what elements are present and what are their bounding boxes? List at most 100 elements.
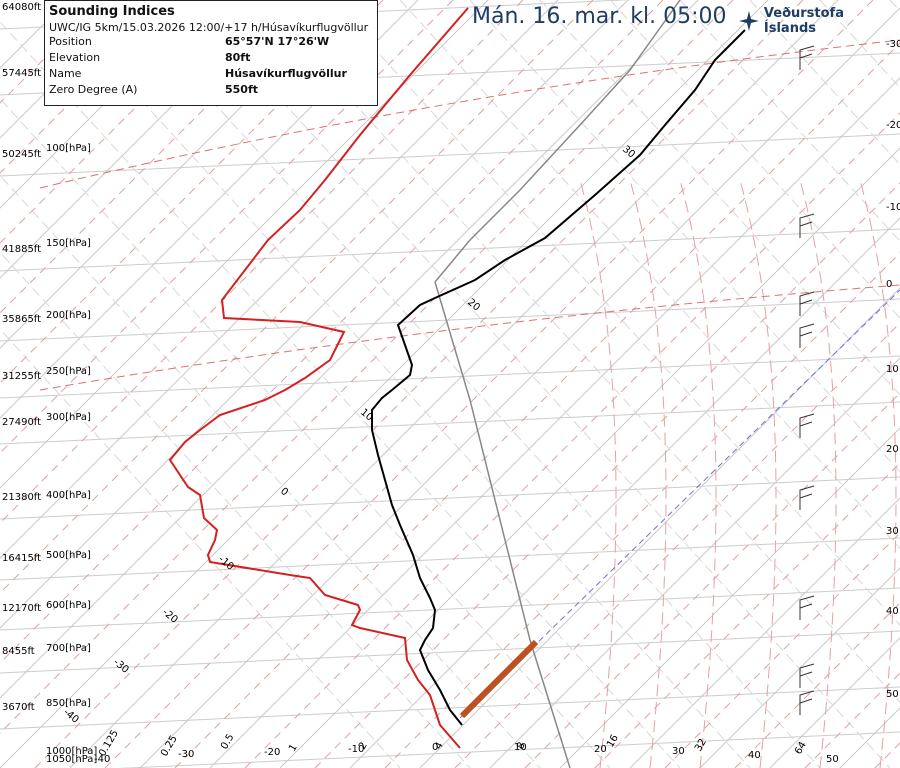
info-value: Húsavíkurflugvöllur bbox=[225, 67, 347, 80]
parcel-line bbox=[434, 0, 681, 768]
parcel-bar bbox=[459, 639, 539, 719]
moist-adiabat bbox=[609, 0, 900, 319]
right-tick: -10 bbox=[886, 202, 900, 213]
pressure-label: 250[hPa] bbox=[46, 366, 91, 377]
pressure-label: 200[hPa] bbox=[46, 310, 91, 321]
bottom-tick: -10 bbox=[348, 744, 364, 755]
pressure-label: 400[hPa] bbox=[46, 490, 91, 501]
mixing-ratio-label: 32 bbox=[693, 737, 709, 754]
right-tick: 20 bbox=[886, 444, 899, 455]
isobar-line bbox=[0, 630, 900, 674]
mixing-ratio-label: 0.25 bbox=[159, 734, 180, 759]
dry-adiabat bbox=[0, 0, 419, 419]
info-row: Name Húsavíkurflugvöllur bbox=[49, 66, 373, 82]
mixing-ratio-line bbox=[629, 179, 667, 768]
isotherm bbox=[34, 0, 804, 768]
bottom-tick: 30 bbox=[672, 746, 685, 757]
dry-adiabat bbox=[349, 217, 900, 768]
dewpoint-profile-line bbox=[371, 29, 746, 726]
isotherm bbox=[104, 0, 874, 768]
altitude-label: 64080ft bbox=[2, 2, 41, 13]
info-row: Elevation 80ft bbox=[49, 50, 373, 66]
dry-adiabat bbox=[629, 497, 900, 768]
isotherm bbox=[0, 0, 664, 664]
dry-adiabat bbox=[0, 0, 769, 768]
wind-barb bbox=[799, 595, 815, 620]
moist-adiabat bbox=[469, 0, 900, 473]
wind-barb bbox=[799, 690, 815, 715]
dry-adiabat bbox=[0, 0, 209, 209]
mixing-ratio-label: 8 bbox=[515, 740, 528, 751]
isobar-line bbox=[0, 298, 900, 342]
moist-adiabat bbox=[399, 0, 900, 550]
isotherm bbox=[384, 252, 900, 768]
info-title: Sounding Indices bbox=[49, 4, 175, 19]
dry-adiabat bbox=[489, 357, 900, 768]
moist-adiabat bbox=[539, 0, 900, 396]
moist-adiabat bbox=[0, 98, 611, 768]
altitude-label: 27490ft bbox=[2, 417, 41, 428]
info-key: Elevation bbox=[49, 51, 101, 64]
info-value: 80ft bbox=[225, 51, 251, 64]
altitude-label: 57445ft bbox=[2, 68, 41, 79]
temperature-profile-line bbox=[168, 7, 469, 749]
altitude-label: 41885ft bbox=[2, 244, 41, 255]
star-icon bbox=[738, 11, 759, 31]
brand-logo: Veðurstofa Íslands bbox=[738, 6, 900, 36]
isotherm bbox=[874, 742, 900, 768]
pressure-label: 100[hPa] bbox=[46, 143, 91, 154]
mixing-ratio-line bbox=[799, 179, 837, 768]
right-tick: 0 bbox=[886, 279, 892, 290]
forecast-datetime: Mán. 16. mar. kl. 05:00 bbox=[472, 4, 727, 29]
isotherm bbox=[734, 602, 900, 768]
bottom-tick: 40 bbox=[748, 750, 761, 761]
isobar-line bbox=[0, 228, 900, 272]
isobar-line bbox=[0, 686, 900, 730]
pressure-label: 1000[hPa] bbox=[46, 746, 97, 757]
altitude-label: 31255ft bbox=[2, 371, 41, 382]
altitude-label: 8455ft bbox=[2, 646, 35, 657]
mixing-ratio-line bbox=[579, 179, 617, 768]
pressure-label: 300[hPa] bbox=[46, 412, 91, 423]
dry-adiabat bbox=[0, 0, 699, 699]
altitude-label: 3670ft bbox=[2, 702, 35, 713]
dry-adiabat bbox=[0, 0, 629, 629]
mixing-ratio-label: 4 bbox=[433, 740, 446, 751]
isobar-line bbox=[0, 537, 900, 581]
isobar-line bbox=[0, 401, 900, 445]
bottom-tick: 20 bbox=[594, 744, 607, 755]
isobar-line bbox=[0, 355, 900, 399]
wind-barb bbox=[799, 323, 815, 348]
info-key: Zero Degree (A) bbox=[49, 83, 138, 96]
altitude-label: 21380ft bbox=[2, 492, 41, 503]
wind-barb bbox=[799, 413, 815, 438]
altitude-label: 16415ft bbox=[2, 553, 41, 564]
right-tick: -20 bbox=[886, 120, 900, 131]
isotherm-label: -30 bbox=[111, 657, 131, 676]
pressure-label: 150[hPa] bbox=[46, 238, 91, 249]
info-value: 550ft bbox=[225, 83, 259, 96]
isotherm-label: -20 bbox=[160, 607, 180, 626]
info-key: Position bbox=[49, 35, 92, 48]
moist-adiabat bbox=[329, 0, 900, 627]
right-tick: 50 bbox=[886, 689, 899, 700]
bottom-tick: 50 bbox=[826, 754, 839, 765]
dry-adiabat bbox=[699, 567, 900, 768]
info-key: Name bbox=[49, 67, 82, 80]
mixing-ratio-line bbox=[679, 179, 717, 768]
isotherm-label: -40 bbox=[61, 707, 81, 726]
moist-adiabat bbox=[0, 251, 471, 768]
isotherm bbox=[594, 462, 900, 768]
mixing-ratio-line bbox=[739, 179, 777, 768]
isotherm-label: 0 bbox=[278, 486, 290, 499]
moist-adiabat bbox=[679, 0, 900, 243]
bottom-tick: -40 bbox=[94, 754, 110, 765]
bottom-tick: 10 bbox=[514, 742, 527, 753]
bottom-tick: -30 bbox=[178, 749, 194, 760]
pressure-label: 600[hPa] bbox=[46, 600, 91, 611]
dry-adiabat bbox=[419, 287, 900, 768]
moist-adiabat bbox=[889, 0, 900, 12]
